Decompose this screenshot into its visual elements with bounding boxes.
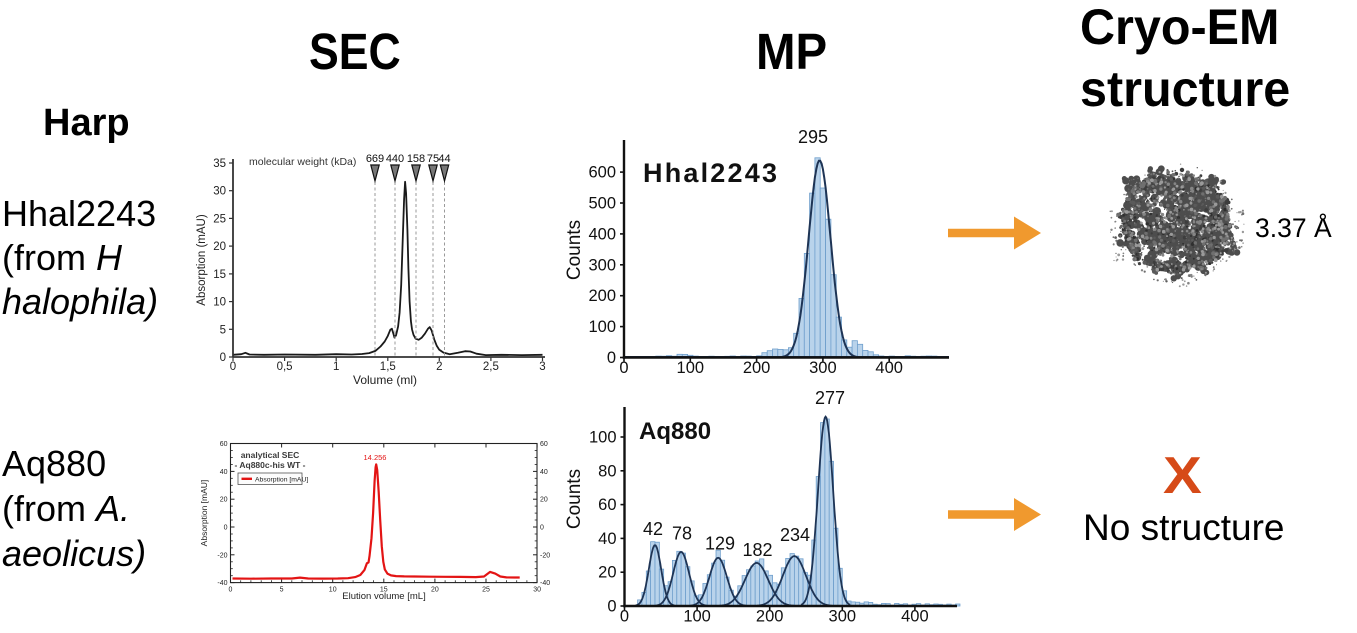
svg-text:30: 30 (213, 186, 226, 198)
svg-text:Hhal2243: Hhal2243 (643, 158, 779, 188)
svg-text:0,5: 0,5 (277, 361, 293, 373)
svg-text:5: 5 (280, 587, 284, 594)
svg-text:200: 200 (743, 359, 771, 377)
svg-text:-20: -20 (217, 552, 227, 559)
svg-text:Volume (ml): Volume (ml) (353, 373, 417, 387)
svg-text:0: 0 (619, 359, 628, 377)
svg-text:40: 40 (220, 469, 228, 476)
svg-text:molecular weight (kDa): molecular weight (kDa) (249, 156, 356, 168)
svg-text:500: 500 (588, 195, 616, 213)
svg-text:400: 400 (588, 225, 616, 243)
svg-text:Absorption [mAU]: Absorption [mAU] (255, 477, 308, 484)
svg-text:0: 0 (220, 352, 226, 364)
svg-text:25: 25 (482, 587, 490, 594)
svg-text:15: 15 (213, 269, 226, 281)
svg-text:300: 300 (588, 256, 616, 274)
svg-text:75: 75 (427, 153, 439, 165)
svg-text:-40: -40 (540, 580, 550, 587)
svg-text:295: 295 (798, 127, 828, 147)
svg-text:10: 10 (213, 297, 226, 309)
svg-text:35: 35 (213, 158, 226, 170)
svg-text:Absorption [mAU]: Absorption [mAU] (199, 480, 209, 547)
svg-text:analytical SEC: analytical SEC (241, 450, 300, 460)
svg-text:40: 40 (540, 469, 548, 476)
svg-text:44: 44 (438, 153, 450, 165)
svg-text:1: 1 (333, 361, 339, 373)
svg-text:Counts: Counts (564, 220, 585, 280)
svg-text:10: 10 (329, 587, 337, 594)
svg-text:440: 440 (386, 153, 404, 165)
svg-text:200: 200 (588, 287, 616, 305)
svg-text:100: 100 (588, 318, 616, 336)
svg-text:2: 2 (436, 361, 442, 373)
svg-text:234: 234 (780, 525, 810, 545)
svg-text:-40: -40 (217, 580, 227, 587)
svg-text:0: 0 (229, 587, 233, 594)
svg-text:20: 20 (598, 564, 616, 582)
svg-text:60: 60 (540, 441, 548, 448)
svg-text:15: 15 (380, 587, 388, 594)
svg-text:100: 100 (677, 359, 705, 377)
svg-text:Aq880: Aq880 (639, 418, 711, 445)
svg-text:Absorption (mAU): Absorption (mAU) (196, 214, 208, 306)
svg-text:400: 400 (901, 608, 929, 626)
svg-text:277: 277 (815, 388, 845, 408)
svg-text:129: 129 (705, 534, 735, 554)
svg-text:25: 25 (213, 213, 226, 225)
svg-text:20: 20 (220, 497, 228, 504)
svg-text:0: 0 (230, 361, 236, 373)
svg-text:0: 0 (607, 349, 616, 367)
svg-text:5: 5 (220, 324, 226, 336)
svg-text:14.256: 14.256 (364, 453, 387, 462)
svg-text:100: 100 (683, 608, 711, 626)
svg-text:200: 200 (756, 608, 784, 626)
svg-text:Elution volume [mL]: Elution volume [mL] (342, 591, 425, 602)
svg-text:30: 30 (533, 587, 541, 594)
svg-text:Counts: Counts (564, 469, 585, 529)
svg-text:300: 300 (809, 359, 837, 377)
svg-text:0: 0 (224, 525, 228, 532)
svg-text:42: 42 (643, 519, 663, 539)
svg-text:20: 20 (540, 497, 548, 504)
svg-text:1,5: 1,5 (380, 361, 396, 373)
svg-text:40: 40 (598, 530, 616, 548)
svg-text:0: 0 (607, 598, 616, 616)
svg-text:100: 100 (589, 429, 617, 447)
svg-text:600: 600 (588, 164, 616, 182)
svg-text:78: 78 (672, 524, 692, 544)
svg-text:669: 669 (366, 153, 384, 165)
svg-text:0: 0 (620, 608, 629, 626)
svg-text:20: 20 (213, 241, 226, 253)
svg-text:2,5: 2,5 (483, 361, 499, 373)
svg-text:- Aq880c-his WT -: - Aq880c-his WT - (235, 460, 306, 470)
svg-text:182: 182 (742, 540, 772, 560)
svg-text:400: 400 (875, 359, 903, 377)
svg-text:80: 80 (598, 462, 616, 480)
svg-text:0: 0 (540, 525, 544, 532)
svg-text:20: 20 (431, 587, 439, 594)
svg-text:3: 3 (539, 361, 545, 373)
svg-text:60: 60 (220, 441, 228, 448)
svg-text:60: 60 (598, 496, 616, 514)
svg-text:158: 158 (407, 153, 425, 165)
svg-text:300: 300 (829, 608, 857, 626)
svg-text:-20: -20 (540, 552, 550, 559)
